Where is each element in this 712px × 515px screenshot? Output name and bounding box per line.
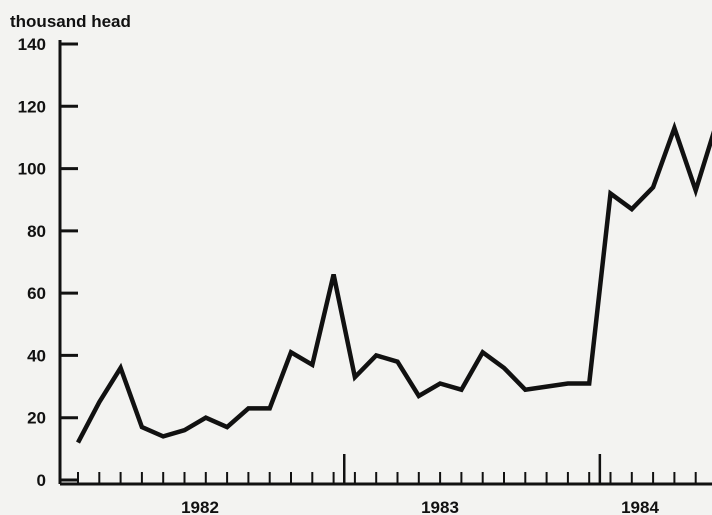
series-line [76,121,712,444]
x-axis-ticks [77,454,697,484]
y-axis-unit-label: thousand head [10,12,131,31]
series-layer [76,121,712,444]
x-axis-year-labels: 1982 1983 1984 [181,498,659,515]
y-tick-label: 120 [18,97,46,116]
x-year-label: 1982 [181,498,219,515]
y-tick-label: 0 [37,471,46,490]
y-tick-label: 60 [27,284,46,303]
y-tick-label: 80 [27,222,46,241]
axes [58,40,712,486]
y-axis-ticks: 0 20 40 60 80 100 120 140 [18,35,78,490]
x-year-label: 1984 [621,498,659,515]
x-year-label: 1983 [421,498,459,515]
y-tick-label: 140 [18,35,46,54]
y-tick-label: 40 [27,346,46,365]
y-tick-label: 100 [18,160,46,179]
y-tick-label: 20 [27,409,46,428]
